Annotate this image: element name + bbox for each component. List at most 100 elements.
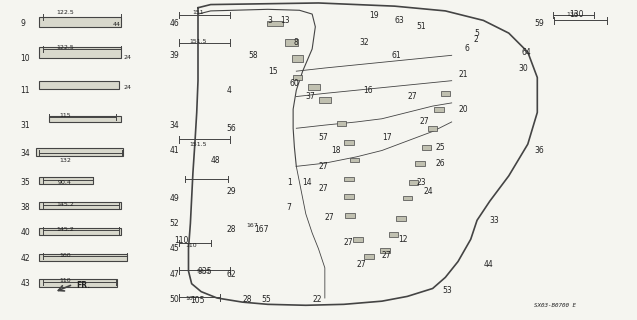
Text: 110: 110 — [186, 243, 197, 248]
Text: 27: 27 — [318, 184, 328, 193]
Text: 41: 41 — [169, 146, 179, 155]
Text: 130: 130 — [569, 10, 583, 19]
Text: 55: 55 — [261, 295, 271, 304]
Text: 10: 10 — [20, 54, 30, 63]
Text: 60: 60 — [290, 79, 300, 88]
Text: 32: 32 — [360, 38, 369, 47]
Bar — [364, 254, 374, 259]
Text: 20: 20 — [458, 105, 468, 114]
Text: 45: 45 — [169, 244, 179, 253]
Bar — [39, 253, 127, 261]
Text: SX03-B0700 E: SX03-B0700 E — [534, 303, 576, 308]
Text: 151.5: 151.5 — [189, 142, 207, 147]
Bar — [353, 237, 362, 242]
Bar — [403, 196, 412, 200]
Bar — [344, 140, 354, 145]
Bar — [293, 75, 303, 80]
Text: 35: 35 — [20, 178, 30, 187]
Text: 52: 52 — [169, 219, 179, 228]
Text: 1: 1 — [287, 178, 292, 187]
Text: 145.2: 145.2 — [56, 227, 74, 232]
Text: 62: 62 — [227, 270, 236, 279]
Bar — [415, 161, 425, 165]
Text: 24: 24 — [423, 187, 433, 196]
Bar — [49, 116, 120, 122]
Text: 64: 64 — [522, 48, 531, 57]
Bar — [409, 180, 419, 185]
Text: 38: 38 — [20, 203, 30, 212]
Bar — [345, 213, 355, 218]
Text: 2: 2 — [474, 35, 478, 44]
Text: 122.5: 122.5 — [56, 10, 74, 15]
Text: 37: 37 — [306, 92, 315, 101]
Bar — [350, 158, 359, 162]
Bar — [39, 17, 120, 27]
Text: 25: 25 — [436, 143, 445, 152]
Text: 935: 935 — [198, 267, 213, 276]
Text: 63: 63 — [394, 16, 404, 25]
Text: 5: 5 — [474, 28, 479, 38]
Text: 59: 59 — [534, 19, 544, 28]
Text: 6: 6 — [464, 44, 469, 53]
Text: 28: 28 — [227, 225, 236, 234]
Text: 151: 151 — [192, 10, 204, 15]
Bar — [39, 81, 118, 89]
Bar — [36, 148, 123, 156]
Text: 110: 110 — [59, 278, 71, 283]
Bar — [344, 194, 354, 199]
Text: 115: 115 — [59, 113, 71, 118]
Bar — [308, 84, 320, 90]
Text: 27: 27 — [344, 238, 354, 247]
Text: 16: 16 — [363, 86, 373, 95]
Text: 22: 22 — [312, 295, 322, 304]
Text: 53: 53 — [442, 285, 452, 295]
Text: 160: 160 — [59, 253, 71, 258]
Text: 3: 3 — [268, 16, 273, 25]
Text: 44: 44 — [112, 22, 120, 27]
Text: 34: 34 — [169, 121, 179, 130]
Text: 42: 42 — [20, 254, 30, 263]
Text: 8: 8 — [293, 38, 298, 47]
Text: 90.4: 90.4 — [58, 180, 72, 185]
Text: 34: 34 — [20, 149, 30, 158]
Text: 12: 12 — [397, 235, 407, 244]
Text: 17: 17 — [382, 133, 392, 142]
Text: 13: 13 — [280, 16, 290, 25]
Text: 27: 27 — [357, 260, 366, 269]
Text: 4: 4 — [227, 86, 231, 95]
Text: 58: 58 — [248, 51, 259, 60]
Text: 27: 27 — [325, 212, 334, 222]
Text: 21: 21 — [458, 70, 468, 79]
Text: 93.5: 93.5 — [196, 268, 210, 274]
Text: 30: 30 — [519, 63, 528, 73]
Text: 110: 110 — [174, 236, 189, 245]
Text: 130: 130 — [566, 12, 578, 17]
Bar — [268, 21, 283, 27]
Text: 167: 167 — [246, 222, 258, 228]
Text: 49: 49 — [169, 194, 179, 203]
Text: 18: 18 — [331, 146, 341, 155]
Text: 11: 11 — [20, 86, 30, 95]
Bar — [39, 228, 120, 235]
Bar — [389, 232, 398, 237]
Text: 27: 27 — [420, 117, 429, 126]
Text: 28: 28 — [243, 295, 252, 304]
Bar — [319, 97, 331, 103]
Text: 27: 27 — [318, 162, 328, 171]
Bar — [39, 177, 94, 184]
Text: 122.5: 122.5 — [56, 45, 74, 50]
Text: 29: 29 — [227, 187, 236, 196]
Bar — [380, 248, 390, 253]
Bar — [422, 145, 431, 150]
Text: 47: 47 — [169, 270, 179, 279]
Text: 33: 33 — [490, 216, 499, 225]
Bar — [285, 39, 297, 46]
Text: 24: 24 — [123, 84, 131, 90]
Text: 56: 56 — [227, 124, 236, 133]
Text: 57: 57 — [318, 133, 328, 142]
Text: 51: 51 — [417, 22, 426, 31]
Bar — [344, 177, 354, 181]
Text: 44: 44 — [483, 260, 493, 269]
Text: 61: 61 — [391, 51, 401, 60]
Text: 27: 27 — [382, 251, 392, 260]
